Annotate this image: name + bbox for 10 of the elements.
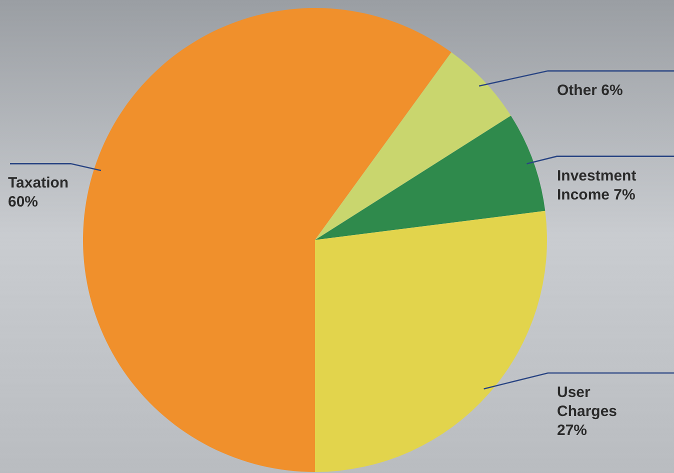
slice-label: Taxation — [8, 174, 69, 192]
slice-label: Investment Income 7% — [557, 167, 636, 204]
pie-slice — [315, 210, 547, 472]
pie-slice — [83, 8, 452, 472]
pie-slice — [315, 52, 511, 240]
data-label: 60% — [8, 194, 38, 211]
slice-label: User Charges — [557, 384, 618, 420]
data-label: 27% — [557, 422, 588, 439]
slice-label: Other 6% — [557, 82, 623, 99]
pie-slice — [315, 116, 546, 240]
